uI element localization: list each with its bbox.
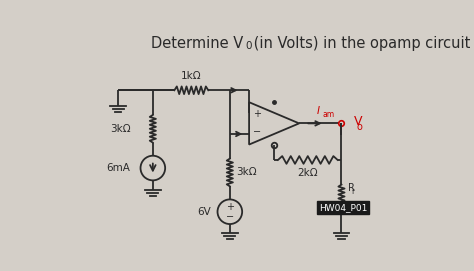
Text: 0: 0 — [245, 41, 252, 51]
Text: f: f — [352, 189, 355, 195]
Text: R: R — [347, 183, 355, 193]
Text: 2kΩ: 2kΩ — [298, 168, 318, 178]
Text: V: V — [346, 115, 363, 128]
Text: 6V: 6V — [198, 207, 211, 217]
Text: HW04_P01: HW04_P01 — [319, 203, 367, 212]
Text: −: − — [253, 127, 261, 137]
Text: 3kΩ: 3kΩ — [110, 124, 131, 134]
Text: am: am — [322, 110, 334, 119]
Text: o: o — [357, 122, 363, 132]
Text: +: + — [253, 109, 261, 119]
Text: 6mA: 6mA — [106, 163, 130, 173]
Text: 1kΩ: 1kΩ — [181, 71, 201, 81]
Text: +: + — [226, 202, 234, 212]
Text: Determine V: Determine V — [151, 36, 243, 51]
Text: (in Volts) in the opamp circuit shown below.: (in Volts) in the opamp circuit shown be… — [249, 36, 474, 51]
Text: −: − — [226, 212, 234, 222]
Text: 3kΩ: 3kΩ — [236, 167, 256, 178]
Text: I: I — [317, 106, 320, 116]
